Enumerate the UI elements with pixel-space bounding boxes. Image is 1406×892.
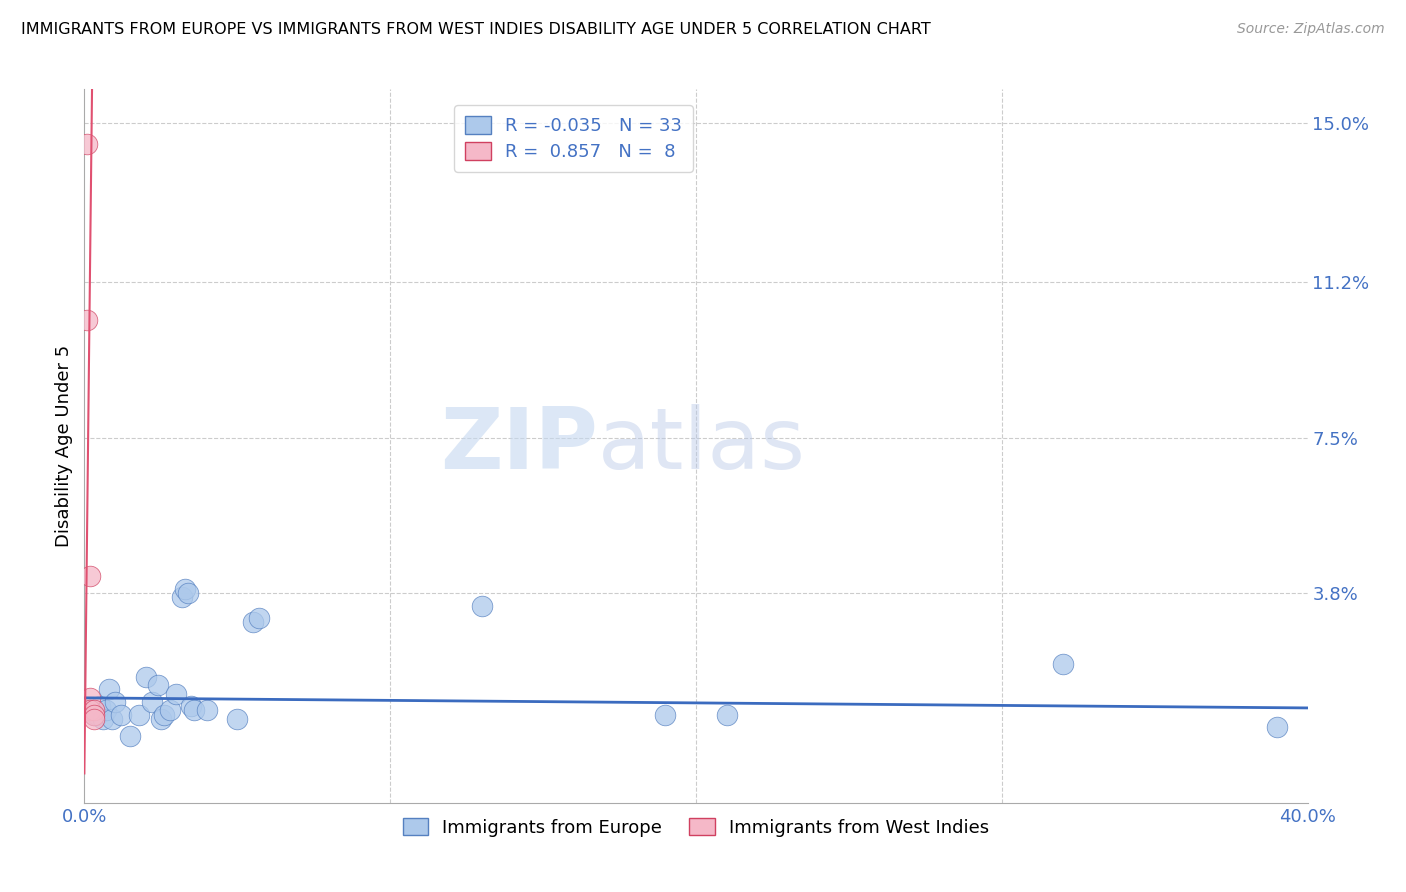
Point — [172, 590, 194, 604]
Point — [226, 712, 249, 726]
Point — [94, 703, 117, 717]
Point — [120, 729, 142, 743]
Point — [195, 703, 218, 717]
Point — [101, 712, 124, 726]
Y-axis label: Disability Age Under 5: Disability Age Under 5 — [55, 345, 73, 547]
Point — [83, 707, 105, 722]
Point — [654, 707, 676, 722]
Point — [716, 707, 738, 722]
Point — [79, 703, 101, 717]
Point — [1265, 720, 1288, 734]
Text: IMMIGRANTS FROM EUROPE VS IMMIGRANTS FROM WEST INDIES DISABILITY AGE UNDER 5 COR: IMMIGRANTS FROM EUROPE VS IMMIGRANTS FRO… — [21, 22, 931, 37]
Point — [83, 712, 105, 726]
Point — [86, 707, 108, 722]
Point — [177, 586, 200, 600]
Point — [76, 313, 98, 327]
Point — [242, 615, 264, 630]
Legend: Immigrants from Europe, Immigrants from West Indies: Immigrants from Europe, Immigrants from … — [395, 811, 997, 844]
Point — [174, 582, 197, 596]
Point — [247, 611, 270, 625]
Point — [180, 699, 202, 714]
Point — [135, 670, 157, 684]
Point — [146, 678, 169, 692]
Point — [128, 707, 150, 722]
Point — [83, 707, 105, 722]
Point — [471, 599, 494, 613]
Point — [79, 569, 101, 583]
Point — [104, 695, 127, 709]
Text: atlas: atlas — [598, 404, 806, 488]
Point — [89, 699, 111, 714]
Point — [183, 703, 205, 717]
Point — [153, 707, 176, 722]
Point — [79, 690, 101, 705]
Point — [91, 712, 114, 726]
Point — [110, 707, 132, 722]
Point — [83, 703, 105, 717]
Point — [97, 682, 120, 697]
Point — [76, 136, 98, 151]
Point — [141, 695, 163, 709]
Point — [165, 687, 187, 701]
Point — [79, 703, 101, 717]
Text: Source: ZipAtlas.com: Source: ZipAtlas.com — [1237, 22, 1385, 37]
Point — [159, 703, 181, 717]
Point — [149, 712, 172, 726]
Point — [1052, 657, 1074, 672]
Text: ZIP: ZIP — [440, 404, 598, 488]
